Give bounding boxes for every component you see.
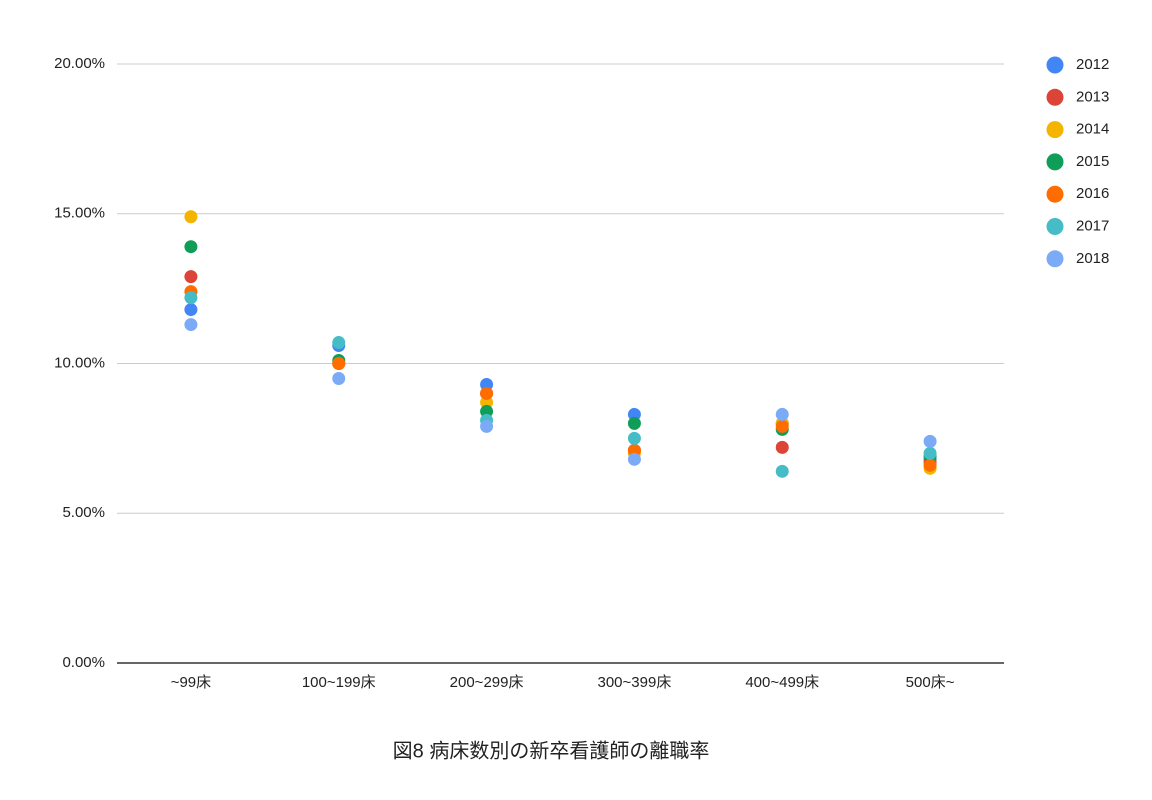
- data-point: [627, 443, 641, 457]
- data-point: [480, 377, 494, 391]
- data-point: [775, 419, 789, 433]
- chart-title: 図8 病床数別の新卒看護師の離職率: [393, 739, 710, 762]
- y-tick-label: 20.00%: [54, 55, 105, 72]
- legend-marker: [1046, 56, 1064, 74]
- data-point: [775, 407, 789, 421]
- data-point: [184, 303, 198, 317]
- data-point: [627, 416, 641, 430]
- data-point: [775, 464, 789, 478]
- data-point: [184, 318, 198, 332]
- y-tick-label: 0.00%: [62, 654, 105, 671]
- y-tick-label: 10.00%: [54, 354, 105, 371]
- x-tick-label: 300~399床: [598, 674, 672, 691]
- data-point: [923, 446, 937, 460]
- x-tick-label: 400~499床: [745, 674, 819, 691]
- legend-label: 2015: [1076, 153, 1109, 170]
- legend-marker: [1046, 250, 1064, 268]
- x-tick-label: 200~299床: [450, 674, 524, 691]
- legend-label: 2012: [1076, 56, 1109, 73]
- data-point: [332, 357, 346, 370]
- data-point: [923, 458, 937, 472]
- legend-marker: [1046, 121, 1064, 139]
- x-tick-label: 100~199床: [302, 674, 376, 691]
- legend-marker: [1046, 185, 1064, 203]
- data-point: [480, 386, 494, 400]
- data-point: [627, 452, 641, 466]
- data-point: [480, 395, 494, 409]
- legend-marker: [1046, 218, 1064, 235]
- data-point: [480, 404, 494, 418]
- y-tick-label: 15.00%: [54, 205, 105, 222]
- data-point: [627, 431, 641, 445]
- legend-label: 2014: [1076, 121, 1109, 138]
- legend-marker: [1046, 153, 1064, 171]
- legend-label: 2018: [1076, 250, 1109, 267]
- data-point: [775, 440, 789, 454]
- data-point: [627, 407, 641, 421]
- y-tick-label: 5.00%: [62, 504, 105, 521]
- legend-label: 2013: [1076, 88, 1109, 105]
- data-point: [184, 210, 198, 224]
- legend-marker: [1046, 88, 1064, 106]
- data-point: [184, 270, 198, 284]
- data-point: [332, 371, 346, 385]
- x-tick-label: 500床~: [906, 674, 955, 691]
- legend-label: 2016: [1076, 185, 1109, 202]
- data-point: [480, 419, 494, 433]
- legend-label: 2017: [1076, 217, 1109, 234]
- data-point: [184, 291, 198, 305]
- data-point: [332, 336, 346, 350]
- data-point: [923, 434, 937, 448]
- data-point: [184, 240, 198, 254]
- x-tick-label: ~99床: [171, 674, 211, 691]
